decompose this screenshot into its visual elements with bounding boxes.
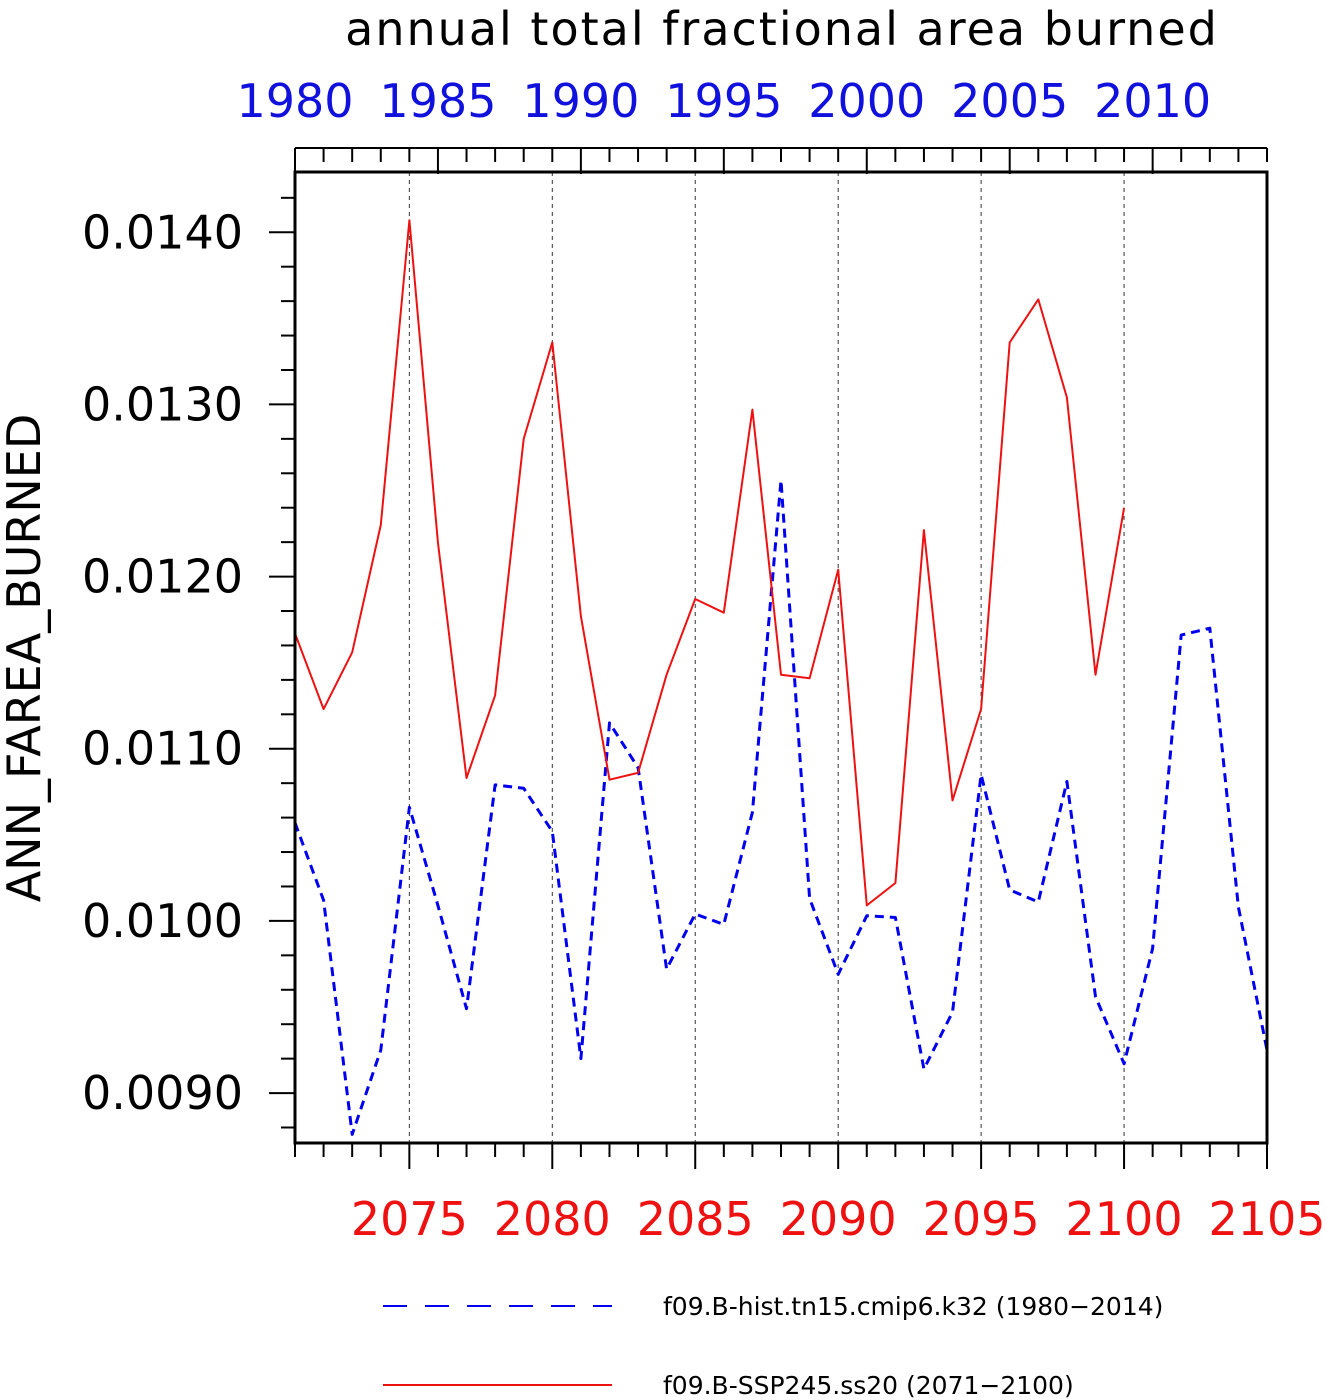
axis-ticks	[269, 147, 1268, 1169]
y-tick-label: 0.0100	[82, 894, 243, 948]
x-tick-label-bottom: 2090	[780, 1192, 897, 1246]
y-tick-label: 0.0090	[82, 1066, 243, 1120]
x-tick-label-top: 2005	[951, 74, 1068, 128]
y-tick-label: 0.0120	[82, 550, 243, 604]
y-tick-label: 0.0110	[82, 722, 243, 776]
tick-labels: 2075 2080 2085 2090 2095 2100 2105 1980 1985 1990…	[82, 74, 1325, 1246]
x-tick-label-bottom: 2095	[923, 1192, 1040, 1246]
y-tick-label: 0.0130	[82, 377, 243, 431]
x-tick-label-top: 1995	[665, 74, 782, 128]
x-tick-label-top: 2000	[808, 74, 925, 128]
legend-label-1: f09.B-hist.tn15.cmip6.k32 (1980−2014)	[663, 1292, 1163, 1321]
series-line-historical	[293, 478, 1269, 1136]
x-tick-label-top: 1985	[379, 74, 496, 128]
x-tick-label-top: 2010	[1094, 74, 1211, 128]
series-line-ssp245	[294, 219, 1126, 907]
y-axis-label: ANN_FAREA_BURNED	[0, 414, 51, 903]
x-tick-label-top: 1980	[236, 74, 353, 128]
legend: f09.B-hist.tn15.cmip6.k32 (1980−2014) f09…	[383, 1292, 1163, 1400]
x-tick-label-bottom: 2100	[1066, 1192, 1183, 1246]
x-tick-label-bottom: 2075	[351, 1192, 468, 1246]
plot-frame	[293, 170, 1269, 1145]
x-tick-label-bottom: 2105	[1208, 1192, 1325, 1246]
grid-lines	[408, 172, 1125, 1143]
chart-title: annual total fractional area burned	[345, 2, 1219, 56]
x-tick-label-bottom: 2085	[637, 1192, 754, 1246]
y-tick-label: 0.0140	[82, 205, 243, 259]
legend-label-2: f09.B-SSP245.ss20 (2071−2100)	[663, 1371, 1074, 1400]
x-tick-label-top: 1990	[522, 74, 639, 128]
x-tick-label-bottom: 2080	[494, 1192, 611, 1246]
series-group	[293, 219, 1269, 1136]
